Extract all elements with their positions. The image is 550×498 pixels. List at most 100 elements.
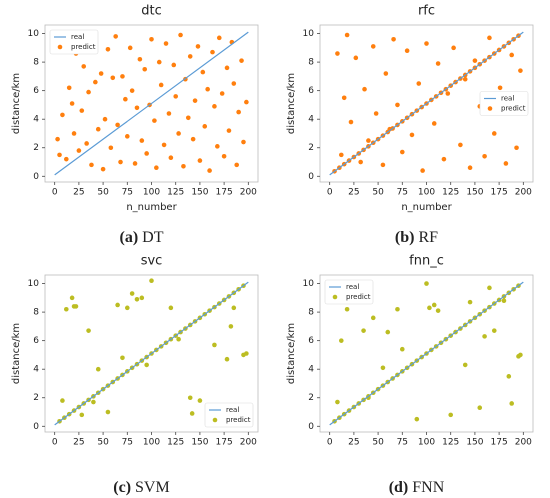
predict-point — [168, 155, 174, 161]
x-tick-label: 100 — [418, 438, 435, 448]
predict-point — [487, 35, 492, 41]
predict-point — [224, 356, 230, 362]
predict-point — [362, 86, 367, 92]
x-tick-label: 75 — [122, 188, 133, 198]
x-tick-label: 25 — [73, 188, 84, 198]
predict-point — [154, 165, 159, 171]
x-tick-label: 125 — [167, 188, 184, 198]
x-tick-label: 0 — [327, 438, 333, 448]
x-tick-label: 200 — [515, 438, 532, 448]
x-axis-label: n_number — [126, 202, 177, 213]
y-tick-label: 6 — [308, 86, 314, 96]
y-tick-label: 10 — [28, 29, 40, 39]
predict-point — [477, 405, 483, 411]
predict-point — [370, 44, 376, 49]
y-tick-label: 2 — [33, 393, 39, 403]
caption: (a) DT — [120, 229, 164, 246]
y-tick-label: 0 — [308, 172, 314, 182]
x-tick-label: 100 — [418, 188, 435, 198]
predict-point — [467, 299, 473, 305]
predict-point — [212, 104, 217, 109]
predict-point — [509, 401, 514, 406]
predict-point — [414, 416, 420, 422]
predict-point — [391, 36, 396, 42]
predict-point — [134, 296, 140, 302]
predict-point — [341, 95, 347, 101]
y-axis-label: distance/km — [286, 73, 297, 134]
caption-text: RF — [418, 229, 438, 246]
predict-point — [221, 154, 227, 159]
x-tick-label: 75 — [397, 188, 408, 198]
x-tick-label: 125 — [442, 188, 459, 198]
predict-point — [110, 75, 116, 81]
predict-point — [197, 158, 203, 163]
predict-point — [380, 162, 386, 168]
predict-point — [234, 162, 239, 168]
predict-point — [335, 399, 340, 405]
predict-point — [200, 69, 206, 75]
legend-marker — [57, 44, 63, 50]
predict-point — [431, 302, 437, 308]
predict-point — [84, 141, 89, 146]
legend-label: predict — [71, 43, 96, 51]
predict-point — [71, 131, 77, 136]
predict-point — [185, 115, 191, 121]
predict-point — [497, 85, 503, 91]
predict-point — [506, 374, 512, 379]
real-line — [329, 281, 524, 426]
predict-point — [404, 48, 410, 53]
predict-point — [236, 109, 241, 115]
x-axis-label: n_number — [401, 202, 452, 213]
subplot: rfc 0 25 50 75 100 125 150 175 200 0 2 4 6 8 10 n_number… — [286, 4, 534, 246]
predict-point — [55, 136, 60, 142]
y-tick-label: 6 — [33, 336, 39, 346]
x-tick-label: 50 — [97, 188, 109, 198]
y-tick-label: 2 — [33, 143, 39, 153]
y-tick-label: 10 — [303, 279, 315, 289]
predict-point — [451, 45, 456, 51]
legend-label: real — [346, 283, 359, 291]
chart-title: dtc — [141, 4, 162, 19]
predict-point — [383, 71, 389, 76]
predict-point — [73, 304, 79, 309]
predict-point — [409, 132, 415, 138]
predict-point — [105, 46, 111, 52]
predict-point — [472, 58, 478, 63]
y-axis-label: distance/km — [286, 323, 297, 384]
predict-point — [231, 81, 237, 86]
predict-point — [205, 86, 210, 92]
predict-point — [239, 58, 244, 63]
predict-point — [76, 148, 82, 153]
legend-marker — [487, 106, 493, 111]
predict-point — [149, 278, 154, 284]
real-line — [329, 31, 524, 176]
predict-point — [491, 131, 497, 136]
predict-point — [518, 352, 523, 358]
x-tick-label: 200 — [240, 188, 257, 198]
caption-text: DT — [142, 229, 164, 246]
x-tick-label: 150 — [191, 438, 208, 448]
predict-point — [210, 49, 215, 55]
x-tick-label: 175 — [216, 438, 233, 448]
predict-point — [353, 55, 359, 61]
x-tick-label: 75 — [397, 438, 408, 448]
x-tick-label: 75 — [122, 438, 133, 448]
predict-point — [66, 85, 72, 91]
predict-point — [435, 308, 441, 313]
predict-point — [228, 324, 234, 329]
predict-point — [86, 328, 91, 333]
caption: (c) SVM — [113, 479, 169, 496]
predict-point — [166, 111, 172, 116]
predict-point — [448, 412, 454, 418]
predict-point — [501, 298, 507, 303]
predict-point — [192, 98, 198, 103]
caption-label: (c) — [113, 479, 131, 496]
predict-point — [195, 44, 201, 49]
predict-point — [482, 334, 487, 339]
predict-point — [189, 411, 195, 416]
predict-point — [161, 142, 167, 148]
x-tick-label: 50 — [372, 188, 384, 198]
subplot: dtc 0 25 50 75 100 125 150 175 200 0 2 4 6 8 10 n_number… — [11, 4, 259, 246]
x-tick-label: 150 — [466, 188, 483, 198]
